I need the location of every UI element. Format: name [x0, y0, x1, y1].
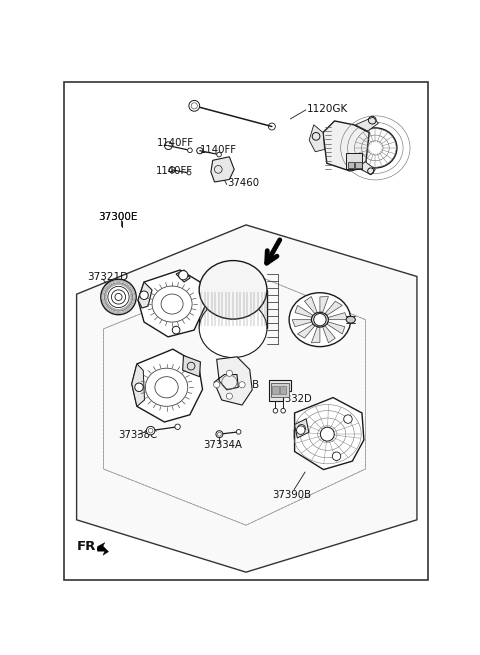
Polygon shape: [182, 356, 201, 377]
Polygon shape: [328, 312, 348, 320]
Text: 37300E: 37300E: [98, 212, 138, 222]
Polygon shape: [132, 349, 203, 422]
Bar: [272, 386, 278, 394]
Polygon shape: [327, 322, 345, 334]
Polygon shape: [214, 357, 252, 405]
Polygon shape: [304, 297, 317, 314]
Text: 37340E: 37340E: [289, 318, 329, 328]
Polygon shape: [292, 320, 312, 327]
Circle shape: [239, 382, 245, 388]
Circle shape: [344, 415, 352, 423]
Bar: [355, 162, 361, 168]
Circle shape: [216, 431, 223, 438]
Circle shape: [226, 370, 232, 377]
Polygon shape: [132, 364, 144, 406]
Circle shape: [332, 452, 341, 460]
Circle shape: [189, 100, 200, 111]
Circle shape: [297, 426, 305, 434]
Circle shape: [135, 383, 143, 392]
Bar: [346, 153, 361, 170]
Polygon shape: [211, 157, 234, 182]
Text: 37370B: 37370B: [220, 381, 259, 390]
Polygon shape: [97, 542, 108, 555]
Polygon shape: [138, 270, 206, 337]
Text: 37334A: 37334A: [204, 440, 242, 450]
Text: 1140FF: 1140FF: [200, 145, 237, 155]
Text: 37460: 37460: [228, 178, 260, 188]
Circle shape: [175, 424, 180, 430]
Text: 37390B: 37390B: [273, 490, 312, 500]
Polygon shape: [295, 398, 364, 470]
Polygon shape: [323, 326, 336, 343]
Text: 1140FF: 1140FF: [156, 166, 192, 176]
Polygon shape: [138, 282, 152, 308]
Polygon shape: [312, 327, 320, 343]
Ellipse shape: [199, 299, 267, 358]
Circle shape: [140, 291, 148, 299]
Polygon shape: [295, 305, 312, 318]
Circle shape: [314, 314, 326, 326]
Ellipse shape: [155, 377, 178, 398]
Polygon shape: [298, 324, 315, 338]
Circle shape: [179, 271, 188, 280]
Polygon shape: [358, 162, 375, 175]
Text: 1120GK: 1120GK: [307, 104, 348, 114]
Text: 37332D: 37332D: [273, 394, 312, 404]
Polygon shape: [323, 121, 369, 171]
Ellipse shape: [199, 261, 267, 319]
Text: FR.: FR.: [77, 540, 101, 553]
Text: 1140FF: 1140FF: [157, 138, 194, 148]
Polygon shape: [176, 270, 190, 282]
Text: 37338C: 37338C: [119, 430, 157, 440]
Circle shape: [172, 326, 180, 334]
Bar: [271, 383, 289, 397]
Circle shape: [101, 279, 136, 314]
Circle shape: [298, 424, 305, 432]
Circle shape: [146, 426, 155, 435]
Ellipse shape: [354, 128, 397, 168]
Polygon shape: [269, 380, 291, 402]
Circle shape: [226, 393, 232, 400]
Polygon shape: [355, 117, 378, 131]
Circle shape: [281, 409, 286, 413]
Polygon shape: [320, 297, 328, 312]
Ellipse shape: [346, 316, 355, 323]
Polygon shape: [309, 125, 324, 152]
Circle shape: [188, 148, 192, 153]
Circle shape: [115, 293, 122, 301]
Text: 37300E: 37300E: [98, 212, 138, 222]
Polygon shape: [295, 419, 309, 438]
Circle shape: [217, 152, 221, 157]
Circle shape: [236, 430, 241, 434]
Bar: [348, 162, 354, 168]
Circle shape: [187, 171, 191, 175]
Polygon shape: [325, 301, 342, 315]
Ellipse shape: [312, 312, 328, 327]
Bar: [280, 386, 286, 394]
Circle shape: [320, 427, 334, 441]
Circle shape: [273, 409, 278, 413]
Ellipse shape: [161, 294, 183, 314]
Ellipse shape: [289, 293, 351, 346]
Polygon shape: [77, 225, 417, 572]
Circle shape: [214, 382, 220, 388]
Text: 37321D: 37321D: [87, 272, 128, 282]
